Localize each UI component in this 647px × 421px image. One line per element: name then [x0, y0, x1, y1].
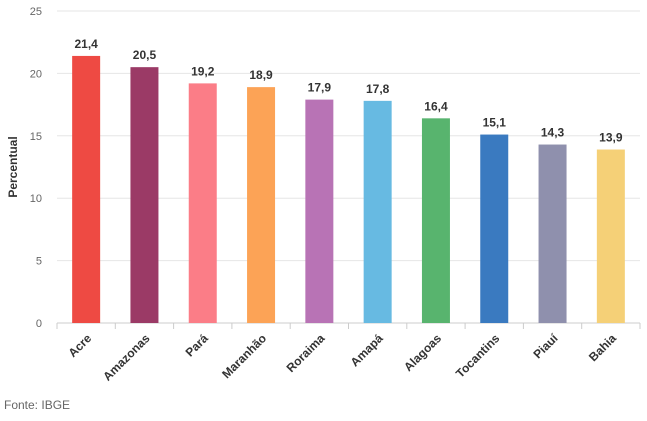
- data-label: 13,9: [599, 131, 623, 145]
- y-axis-title: Percentual: [6, 136, 20, 197]
- data-label: 21,4: [74, 37, 98, 51]
- y-tick-label: 0: [36, 318, 42, 330]
- source-note: Fonte: IBGE: [4, 398, 71, 412]
- data-label: 18,9: [249, 68, 273, 82]
- x-tick-label: Amazonas: [100, 331, 153, 384]
- x-tick-label: Maranhão: [219, 331, 269, 381]
- x-tick-label: Roraima: [284, 331, 328, 375]
- data-labels: 21,4 20,5 19,2 18,9 17,9 17,8 16,4 15,1 14,3 13,9: [74, 37, 622, 145]
- data-label: 17,8: [366, 82, 390, 96]
- y-tick-label: 25: [30, 6, 42, 18]
- data-label: 16,4: [424, 99, 448, 113]
- x-tick-label: Bahia: [586, 331, 619, 364]
- bar-alagoas: [421, 118, 450, 323]
- x-tick-label: Pará: [183, 331, 212, 360]
- x-axis-ticks: Acre Amazonas Pará Maranhão Roraima Amapá Alag…: [56, 323, 641, 384]
- bar-amapá: [363, 100, 392, 323]
- data-label: 14,3: [541, 126, 565, 140]
- bar-piauí: [538, 144, 567, 323]
- y-tick-label: 5: [36, 256, 42, 268]
- bars: [72, 55, 625, 324]
- bar-bahia: [596, 149, 625, 323]
- bar-roraima: [305, 99, 334, 323]
- x-tick-label: Piauí: [530, 331, 561, 362]
- bar-maranhão: [247, 87, 276, 324]
- y-axis-ticks: 0 5 10 15 20 25: [30, 6, 42, 330]
- bar-pará: [188, 83, 217, 323]
- y-tick-label: 20: [30, 68, 42, 80]
- bar-amazonas: [130, 67, 159, 323]
- data-label: 15,1: [483, 116, 507, 130]
- x-tick-label: Amapá: [348, 331, 386, 369]
- data-label: 17,9: [308, 81, 332, 95]
- y-tick-label: 10: [30, 193, 42, 205]
- data-label: 20,5: [133, 48, 157, 62]
- data-label: 19,2: [191, 64, 215, 78]
- y-tick-label: 15: [30, 131, 42, 143]
- x-tick-label: Alagoas: [401, 331, 444, 374]
- x-tick-label: Acre: [66, 331, 95, 360]
- bar-tocantins: [480, 134, 509, 323]
- x-tick-label: Tocantins: [453, 331, 503, 381]
- bar-acre: [72, 55, 101, 323]
